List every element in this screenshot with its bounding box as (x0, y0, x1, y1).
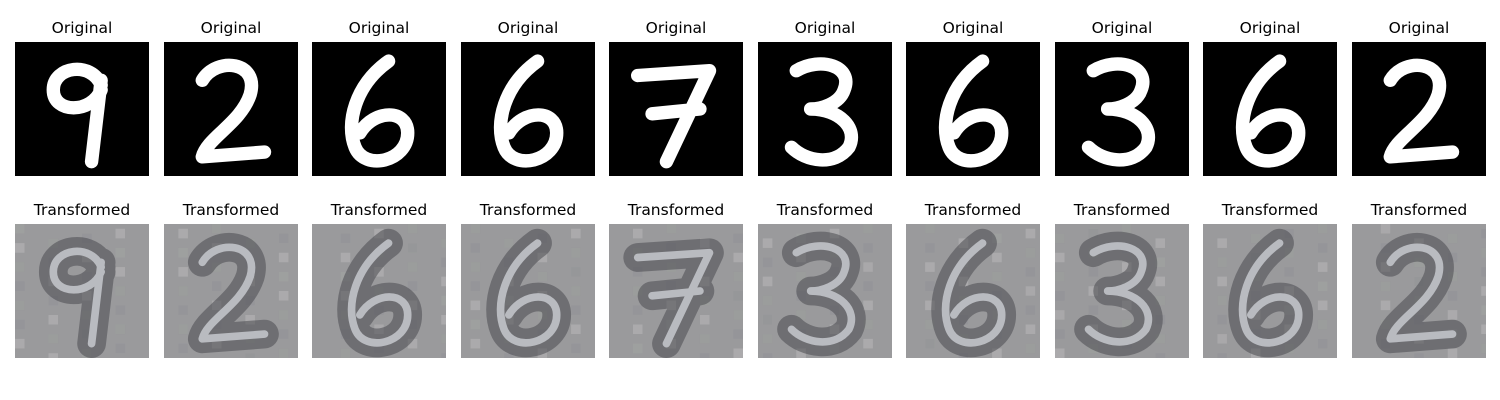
transformed-caption: Transformed (182, 201, 280, 219)
transformed-caption: Transformed (33, 201, 131, 219)
original-caption: Original (1091, 19, 1153, 37)
transformed-caption: Transformed (1073, 201, 1171, 219)
transformed-digit-image (164, 224, 298, 358)
transformed-digit-image (15, 224, 149, 358)
original-caption: Original (942, 19, 1004, 37)
transformed-caption: Transformed (479, 201, 577, 219)
original-digit-image (609, 42, 743, 176)
transformed-digit-image (1203, 224, 1337, 358)
transformed-caption: Transformed (776, 201, 874, 219)
original-digit-image (906, 42, 1040, 176)
original-digit-image (1352, 42, 1486, 176)
original-digit-image (1055, 42, 1189, 176)
transformed-caption: Transformed (1370, 201, 1468, 219)
original-caption: Original (645, 19, 707, 37)
transformed-digit-image (312, 224, 446, 358)
transformed-caption: Transformed (924, 201, 1022, 219)
transformed-digit-image (1055, 224, 1189, 358)
transformed-digit-image (758, 224, 892, 358)
original-digit-image (758, 42, 892, 176)
original-caption: Original (200, 19, 262, 37)
original-caption: Original (51, 19, 113, 37)
transformed-caption: Transformed (330, 201, 428, 219)
transformed-caption: Transformed (1221, 201, 1319, 219)
transformed-digit-image (906, 224, 1040, 358)
original-digit-image (15, 42, 149, 176)
original-digit-image (164, 42, 298, 176)
original-caption: Original (1388, 19, 1450, 37)
transformed-digit-image (461, 224, 595, 358)
original-caption: Original (348, 19, 410, 37)
transformed-digit-image (609, 224, 743, 358)
original-digit-image (461, 42, 595, 176)
original-digit-image (312, 42, 446, 176)
transformed-caption: Transformed (627, 201, 725, 219)
original-caption: Original (1239, 19, 1301, 37)
original-digit-image (1203, 42, 1337, 176)
original-caption: Original (497, 19, 559, 37)
transformed-digit-image (1352, 224, 1486, 358)
original-caption: Original (794, 19, 856, 37)
